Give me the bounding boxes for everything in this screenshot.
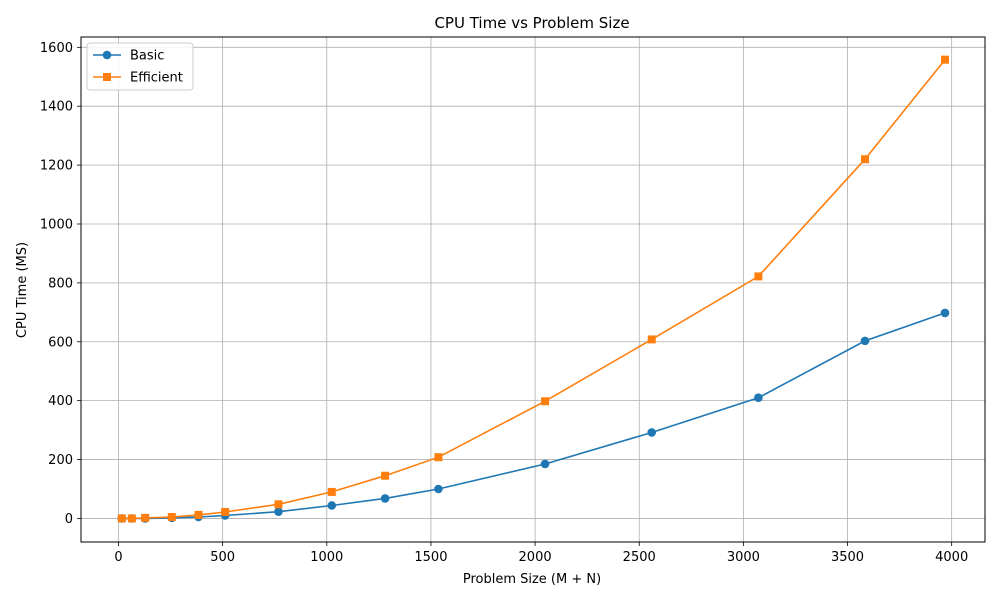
grid-layer	[81, 37, 985, 542]
legend-marker	[103, 73, 111, 81]
y-tick-label: 400	[48, 394, 73, 409]
data-point	[380, 494, 390, 503]
data-point	[861, 155, 870, 164]
data-point	[221, 507, 230, 516]
x-tick-label: 500	[210, 550, 235, 565]
data-point	[141, 513, 150, 522]
y-tick-label: 1400	[40, 100, 73, 115]
data-point	[754, 272, 763, 281]
y-tick-label: 800	[48, 276, 73, 291]
series-efficient	[117, 55, 950, 523]
x-tick-label: 2000	[519, 550, 552, 565]
data-point	[127, 514, 136, 523]
legend-label: Efficient	[130, 71, 183, 86]
x-tick-label: 1500	[414, 550, 447, 565]
data-point	[274, 500, 283, 509]
data-point	[434, 453, 443, 462]
data-point	[754, 393, 763, 403]
y-tick-label: 0	[65, 512, 73, 527]
legend: Basic Efficient	[86, 42, 194, 91]
data-point	[860, 336, 870, 346]
legend-marker	[102, 50, 112, 60]
data-point	[941, 55, 950, 64]
data-point	[117, 514, 126, 523]
data-point	[327, 487, 336, 496]
data-point	[647, 428, 657, 437]
legend-entry-efficient: Efficient	[93, 71, 183, 86]
x-tick-label: 0	[114, 550, 122, 565]
x-tick-label: 2500	[623, 550, 656, 565]
y-tick-label: 1200	[40, 159, 73, 174]
legend-label: Basic	[130, 49, 164, 64]
y-tick-label: 1000	[40, 217, 73, 232]
data-point	[381, 471, 390, 480]
x-tick-label: 3000	[727, 550, 760, 565]
data-point	[647, 335, 656, 344]
x-tick-label: 1000	[310, 550, 343, 565]
y-tick-label: 200	[48, 453, 73, 468]
series-layer	[117, 55, 950, 523]
x-axis-label: Problem Size (M + N)	[463, 572, 601, 587]
data-point	[940, 308, 950, 318]
data-point	[274, 507, 283, 516]
y-axis-label: CPU Time (MS)	[15, 242, 30, 338]
x-tick-label: 3500	[831, 550, 864, 565]
data-point	[541, 397, 550, 406]
data-point	[327, 501, 337, 510]
data-point	[194, 510, 203, 519]
legend-entry-basic: Basic	[93, 49, 164, 64]
plot-frame	[80, 36, 986, 543]
data-point	[540, 459, 550, 469]
chart-title: CPU Time vs Problem Size	[434, 14, 629, 32]
x-tick-label: 4000	[935, 550, 968, 565]
ticks-layer: 0 500 1000 1500 2000 2500 3000 3500 4000 0 200 400 6…	[40, 41, 968, 565]
data-point	[167, 512, 176, 521]
y-tick-label: 600	[48, 335, 73, 350]
data-point	[434, 484, 443, 494]
y-tick-label: 1600	[40, 41, 73, 56]
